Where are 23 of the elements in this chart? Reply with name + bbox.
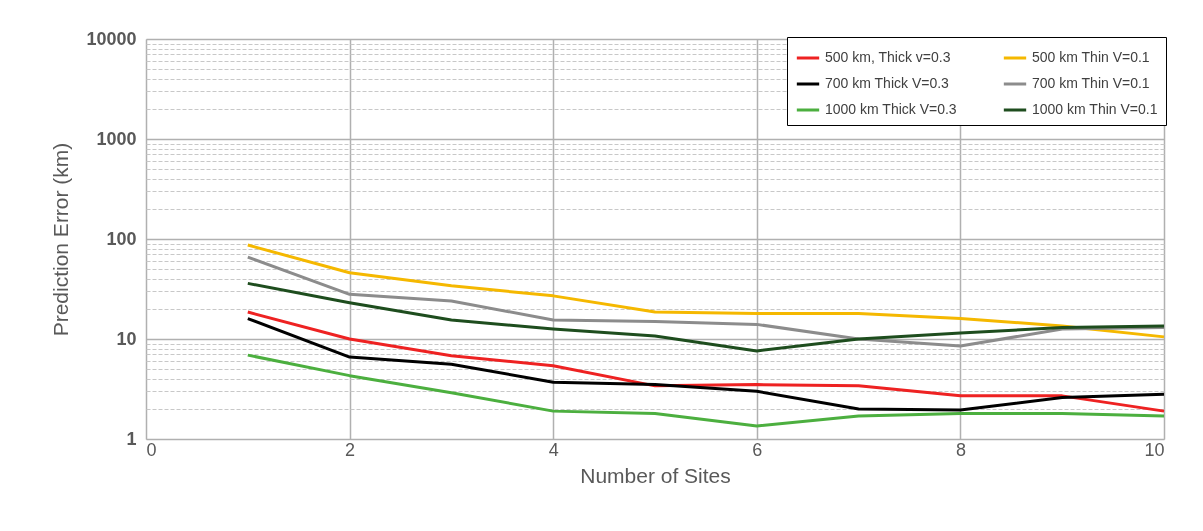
y-tick-label: 1 [126,428,137,449]
x-tick-label: 2 [345,439,356,460]
x-tick-label: 8 [955,439,966,460]
legend-label: 700 km Thin V=0.1 [1032,75,1150,91]
line-series [246,281,1166,353]
y-tick-label: 10000 [86,28,137,49]
legend-label: 500 km, Thick v=0.3 [825,49,951,65]
x-tick-label: 0 [146,439,157,460]
legend-label: 500 km Thin V=0.1 [1032,49,1150,65]
y-tick-label: 1000 [96,128,137,149]
x-tick-label: 6 [752,439,763,460]
legend-label: 1000 km Thin V=0.1 [1032,101,1158,117]
line-series [246,243,1166,339]
x-tick-label: 10 [1144,439,1165,460]
line-series [246,255,1166,348]
x-tick-label: 4 [548,439,559,460]
line-series [246,353,1166,428]
y-axis-title: Prediction Error (km) [49,142,73,337]
x-axis-title: Number of Sites [580,463,731,487]
y-tick-label: 10 [116,328,137,349]
legend-label: 700 km Thick V=0.3 [825,75,950,91]
y-tick-label: 100 [106,228,137,249]
legend-label: 1000 km Thick V=0.3 [825,101,957,117]
